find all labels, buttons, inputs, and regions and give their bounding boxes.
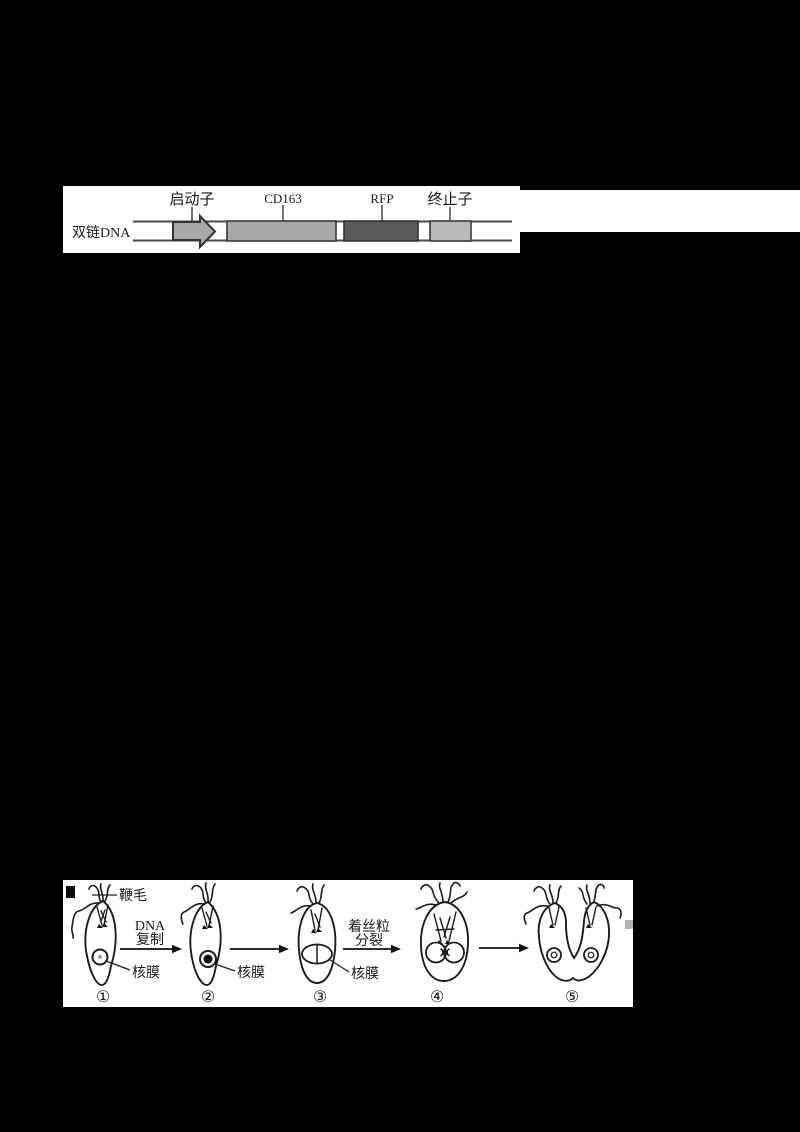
cell-body [420,901,469,982]
cell-stage-5 [523,883,622,982]
nuclear-membrane-label-2: 核膜 [237,965,265,981]
flagellar-roots [548,906,597,926]
centromere-split-label-line1: 着丝粒 [348,919,390,935]
cell-body [537,900,611,982]
nucleus-right [583,947,599,963]
label-tick-lines [191,205,451,221]
cd163-label: CD163 [264,191,302,206]
nucleolus-left [550,951,558,959]
cell-division-figure: 鞭毛 DNA 复制 核膜 核膜 着丝粒 分裂 核膜 ① ② ③ ④ ⑤ [63,880,633,1007]
terminator-box [429,220,472,242]
flagella [290,883,325,914]
cell-stage-2 [180,882,222,986]
centromere-split-label-line2: 分裂 [355,933,383,949]
nucleus-left [546,947,562,963]
flagellar-roots [433,911,457,942]
nucleus-leader-1 [105,960,131,971]
basal-feet [97,923,108,928]
arrow-heads [172,943,529,954]
terminator-label: 终止子 [427,191,472,208]
cell-stage-4 [415,881,469,982]
stage-number-2: ② [201,987,215,1006]
flagella [415,881,468,910]
dna-strand-label: 双链DNA [72,225,131,241]
replicated-chromatin [203,954,213,964]
stage-number-4: ④ [430,987,444,1006]
basal-feet [311,928,322,933]
stage-number-3: ③ [313,987,327,1006]
stage-number-5: ⑤ [565,987,579,1006]
cd163-box [226,220,337,242]
nucleus-right [443,941,465,964]
stage-number-1: ① [96,987,110,1006]
cell-body [84,899,117,986]
flagella [70,883,111,939]
flagella [180,882,216,925]
cell-stage-1 [70,883,117,986]
cell-stage-3 [290,883,337,984]
rfp-label: RFP [370,191,393,206]
gene-construct-figure: 双链DNA 启动子 CD163 RFP 终止子 [63,186,520,253]
nuclear-membrane-label-3: 核膜 [351,966,379,982]
gene-construct-svg: 双链DNA 启动子 CD163 RFP 终止子 [72,191,512,250]
nuclear-membrane-label-1: 核膜 [132,965,160,981]
promoter-arrow [172,213,217,250]
nucleus-leader-2 [214,963,236,972]
scan-artifact-black [66,886,75,898]
basal-feet [549,924,592,928]
cell-division-svg: 鞭毛 DNA 复制 核膜 核膜 着丝粒 分裂 核膜 ① ② ③ ④ ⑤ [66,881,633,1006]
nucleus-left [425,941,447,964]
nucleolus-right [587,951,595,959]
flagella-label: 鞭毛 [119,888,147,904]
basal-feet [202,924,213,929]
nucleus-left-fill [426,942,446,963]
flagellar-roots [201,905,214,927]
top-right-white-band [516,190,800,232]
chromatin-marks [440,948,450,957]
flagella [523,883,622,925]
scan-artifact-gray [625,920,633,929]
nucleus-leader-3 [329,959,350,973]
dna-replication-label-line1: DNA [135,919,166,934]
flagellar-roots [310,907,323,931]
promoter-label: 启动子 [169,191,214,208]
dna-replication-label-line2: 复制 [136,931,164,948]
leader-lines [92,894,350,973]
cell-body [189,900,222,986]
cell-body [297,902,337,984]
rfp-box [343,220,419,242]
process-arrows [120,947,522,950]
flagellar-roots [96,904,109,926]
nucleus-right-fill [444,942,464,963]
nucleolus [98,955,102,959]
